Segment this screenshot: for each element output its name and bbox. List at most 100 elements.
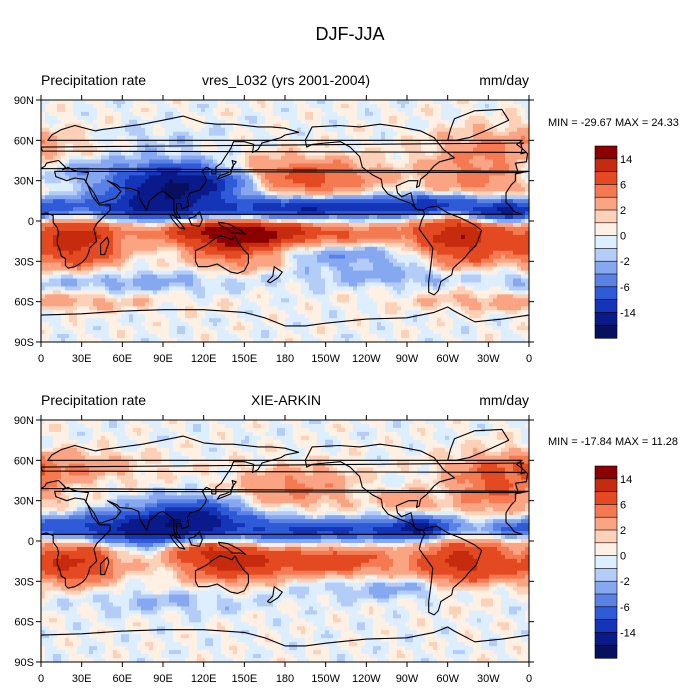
field-cell	[145, 175, 150, 180]
field-cell	[85, 199, 90, 204]
field-cell	[505, 163, 510, 169]
field-cell	[321, 151, 326, 157]
field-cell	[205, 111, 210, 117]
field-cell	[461, 139, 466, 145]
field-cell	[329, 171, 334, 176]
field-cell	[325, 175, 330, 180]
field-cell	[317, 199, 322, 204]
field-cell	[245, 219, 250, 224]
field-cell	[393, 219, 398, 224]
field-cell	[449, 167, 454, 173]
field-cell	[465, 246, 470, 252]
field-cell	[237, 203, 242, 208]
field-cell	[201, 234, 206, 240]
field-cell	[445, 179, 450, 184]
field-cell	[369, 127, 374, 133]
field-cell	[345, 250, 350, 256]
field-cell	[341, 254, 346, 260]
field-cell	[449, 155, 454, 161]
field-cell	[445, 246, 450, 252]
field-cell	[349, 111, 354, 117]
field-cell	[281, 211, 286, 216]
field-cell	[349, 191, 354, 196]
field-cell	[233, 103, 238, 109]
field-cell	[321, 250, 326, 256]
field-cell	[493, 159, 498, 165]
field-cell	[413, 222, 418, 228]
field-cell	[289, 195, 294, 200]
field-cell	[489, 183, 494, 188]
field-cell	[389, 111, 394, 117]
field-cell	[329, 254, 334, 260]
field-cell	[329, 139, 334, 145]
field-cell	[253, 171, 258, 176]
field-cell	[493, 119, 498, 125]
field-cell	[261, 175, 266, 180]
field-cell	[281, 187, 286, 192]
field-cell	[53, 226, 58, 232]
field-cell	[253, 222, 258, 228]
field-cell	[69, 211, 74, 216]
field-cell	[65, 242, 70, 248]
field-cell	[365, 246, 370, 252]
field-cell	[217, 175, 222, 180]
field-cell	[105, 151, 110, 157]
field-cell	[245, 175, 250, 180]
field-cell	[449, 215, 454, 220]
field-cell	[297, 183, 302, 188]
field-cell	[281, 111, 286, 117]
field-cell	[173, 203, 178, 208]
field-cell	[201, 103, 206, 109]
field-cell	[81, 183, 86, 188]
field-cell	[433, 246, 438, 252]
field-cell	[449, 127, 454, 133]
field-cell	[321, 163, 326, 169]
field-cell	[469, 151, 474, 157]
field-cell	[409, 258, 414, 264]
field-cell	[245, 119, 250, 125]
field-cell	[137, 123, 142, 129]
field-cell	[313, 135, 318, 141]
field-cell	[149, 211, 154, 216]
field-cell	[221, 175, 226, 180]
field-cell	[437, 250, 442, 256]
field-cell	[457, 155, 462, 161]
field-cell	[373, 203, 378, 208]
field-cell	[305, 215, 310, 220]
field-cell	[365, 219, 370, 224]
field-cell	[297, 100, 302, 105]
field-cell	[401, 258, 406, 264]
field-cell	[73, 167, 78, 173]
field-cell	[373, 119, 378, 125]
field-cell	[337, 135, 342, 141]
field-cell	[133, 139, 138, 145]
field-cell	[413, 242, 418, 248]
field-cell	[125, 167, 130, 173]
field-cell	[105, 111, 110, 117]
field-cell	[57, 211, 62, 216]
field-cell	[49, 238, 54, 244]
field-cell	[249, 230, 254, 236]
field-cell	[525, 131, 530, 137]
field-cell	[513, 222, 518, 228]
field-cell	[181, 115, 186, 121]
field-cell	[437, 219, 442, 224]
field-cell	[125, 179, 130, 184]
field-cell	[413, 187, 418, 192]
field-cell	[293, 254, 298, 260]
field-cell	[485, 171, 490, 176]
field-cell	[457, 115, 462, 121]
field-cell	[277, 155, 282, 161]
field-cell	[41, 250, 46, 256]
field-cell	[397, 119, 402, 125]
field-cell	[217, 135, 222, 141]
field-cell	[481, 211, 486, 216]
field-cell	[193, 135, 198, 141]
field-cell	[505, 179, 510, 184]
field-cell	[269, 238, 274, 244]
field-cell	[133, 191, 138, 196]
field-cell	[349, 203, 354, 208]
field-cell	[81, 107, 86, 113]
field-cell	[57, 222, 62, 228]
field-cell	[185, 171, 190, 176]
